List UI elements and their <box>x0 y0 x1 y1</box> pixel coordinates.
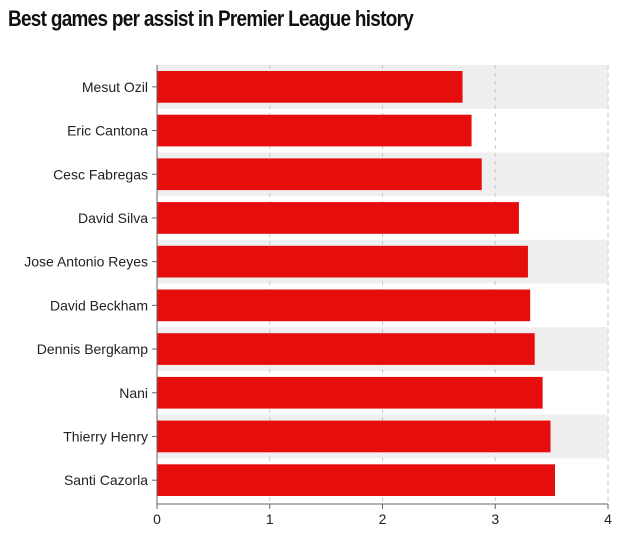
x-tick-label: 2 <box>379 511 387 527</box>
category-label: Dennis Bergkamp <box>37 341 148 357</box>
bar <box>157 376 543 409</box>
category-label: Thierry Henry <box>63 428 148 444</box>
bar <box>157 114 472 147</box>
x-tick-label: 1 <box>266 511 274 527</box>
bar <box>157 202 519 234</box>
y-axis-labels: Mesut Ozil Eric Cantona Cesc Fabregas David… <box>24 79 148 488</box>
bar <box>157 333 535 365</box>
x-tick-label: 3 <box>491 511 499 527</box>
bar <box>157 289 531 322</box>
category-label: Eric Cantona <box>67 123 148 139</box>
bar <box>157 464 556 496</box>
y-axis <box>152 65 158 504</box>
bar <box>157 71 463 103</box>
category-label: Cesc Fabregas <box>53 166 148 182</box>
bar <box>157 158 482 191</box>
x-axis: 0 1 2 3 4 <box>153 503 612 527</box>
bars <box>157 71 556 496</box>
bar <box>157 420 551 453</box>
x-tick-label: 4 <box>604 511 612 527</box>
category-label: David Beckham <box>50 297 148 313</box>
chart-title: Best games per assist in Premier League … <box>8 6 414 31</box>
bar <box>157 245 528 278</box>
category-label: Santi Cazorla <box>64 472 148 488</box>
category-label: Mesut Ozil <box>82 79 148 95</box>
category-label: Jose Antonio Reyes <box>24 254 148 270</box>
category-label: Nani <box>119 385 148 401</box>
category-label: David Silva <box>78 210 148 226</box>
x-tick-label: 0 <box>153 511 161 527</box>
